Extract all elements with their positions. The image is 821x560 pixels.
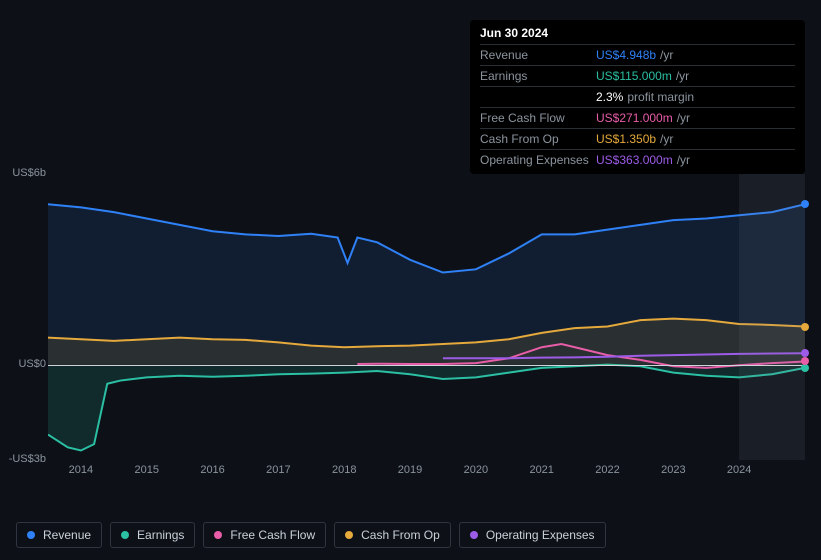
tooltip-unit: /yr	[660, 132, 673, 146]
legend-item[interactable]: Earnings	[110, 522, 195, 548]
legend-label: Free Cash Flow	[230, 528, 315, 542]
legend-color-dot	[470, 531, 478, 539]
tooltip-row: Free Cash FlowUS$271.000m/yr	[480, 107, 795, 128]
legend-color-dot	[121, 531, 129, 539]
tooltip-metric-value: US$363.000m	[596, 153, 673, 167]
x-axis-label: 2023	[661, 464, 685, 476]
tooltip-unit: /yr	[660, 48, 673, 62]
x-axis-label: 2016	[200, 464, 224, 476]
plot-area[interactable]	[48, 174, 805, 460]
tooltip-unit: /yr	[676, 69, 689, 83]
legend-color-dot	[345, 531, 353, 539]
x-axis-label: 2014	[69, 464, 93, 476]
tooltip-row: RevenueUS$4.948b/yr	[480, 44, 795, 65]
x-axis-label: 2017	[266, 464, 290, 476]
x-axis: 2014 2015 2016 2017 2018 2019 2020 2021 2022 2023…	[48, 464, 805, 480]
tooltip-metric-label: Free Cash Flow	[480, 111, 596, 125]
forecast-band	[739, 174, 805, 460]
tooltip-margin-value: 2.3%	[596, 90, 623, 104]
tooltip-row: 2.3% profit margin	[480, 86, 795, 107]
legend-item[interactable]: Cash From Op	[334, 522, 451, 548]
tooltip-metric-label: Cash From Op	[480, 132, 596, 146]
series-end-marker	[801, 323, 809, 331]
tooltip-metric-label: Earnings	[480, 69, 596, 83]
legend-item[interactable]: Operating Expenses	[459, 522, 606, 548]
tooltip-metric-value: US$271.000m	[596, 111, 673, 125]
tooltip-date: Jun 30 2024	[480, 26, 795, 44]
tooltip-unit: /yr	[677, 111, 690, 125]
legend-label: Earnings	[137, 528, 184, 542]
financials-chart: US$6bUS$0-US$3b 201420152016201720182019…	[16, 160, 805, 500]
x-axis-label: 2018	[332, 464, 356, 476]
tooltip-row: EarningsUS$115.000m/yr	[480, 65, 795, 86]
x-axis-label: 2020	[464, 464, 488, 476]
series-end-marker	[801, 200, 809, 208]
tooltip-metric-value: US$1.350b	[596, 132, 656, 146]
legend: Revenue Earnings Free Cash Flow Cash From O…	[16, 522, 606, 548]
x-axis-label: 2019	[398, 464, 422, 476]
series-end-marker	[801, 357, 809, 365]
x-axis-label: 2022	[595, 464, 619, 476]
legend-item[interactable]: Free Cash Flow	[203, 522, 326, 548]
x-axis-label: 2024	[727, 464, 751, 476]
x-axis-label: 2021	[529, 464, 553, 476]
legend-color-dot	[27, 531, 35, 539]
tooltip-metric-value: US$4.948b	[596, 48, 656, 62]
tooltip-metric-label: Revenue	[480, 48, 596, 62]
tooltip-row: Cash From OpUS$1.350b/yr	[480, 128, 795, 149]
data-tooltip: Jun 30 2024 RevenueUS$4.948b/yrEarningsU…	[470, 20, 805, 174]
legend-label: Operating Expenses	[486, 528, 595, 542]
legend-color-dot	[214, 531, 222, 539]
legend-item[interactable]: Revenue	[16, 522, 102, 548]
zero-axis-line	[48, 365, 805, 366]
legend-label: Revenue	[43, 528, 91, 542]
x-axis-label: 2015	[134, 464, 158, 476]
chart-svg	[48, 174, 805, 460]
legend-label: Cash From Op	[361, 528, 440, 542]
tooltip-metric-value: US$115.000m	[596, 69, 672, 83]
tooltip-unit: /yr	[677, 153, 690, 167]
tooltip-row: Operating ExpensesUS$363.000m/yr	[480, 149, 795, 170]
tooltip-metric-label: Operating Expenses	[480, 153, 596, 167]
y-axis-label: US$0	[18, 358, 46, 370]
y-axis-label: US$6b	[12, 167, 46, 179]
y-axis-label: -US$3b	[9, 453, 46, 465]
tooltip-margin-label: profit margin	[627, 90, 694, 104]
series-end-marker	[801, 349, 809, 357]
